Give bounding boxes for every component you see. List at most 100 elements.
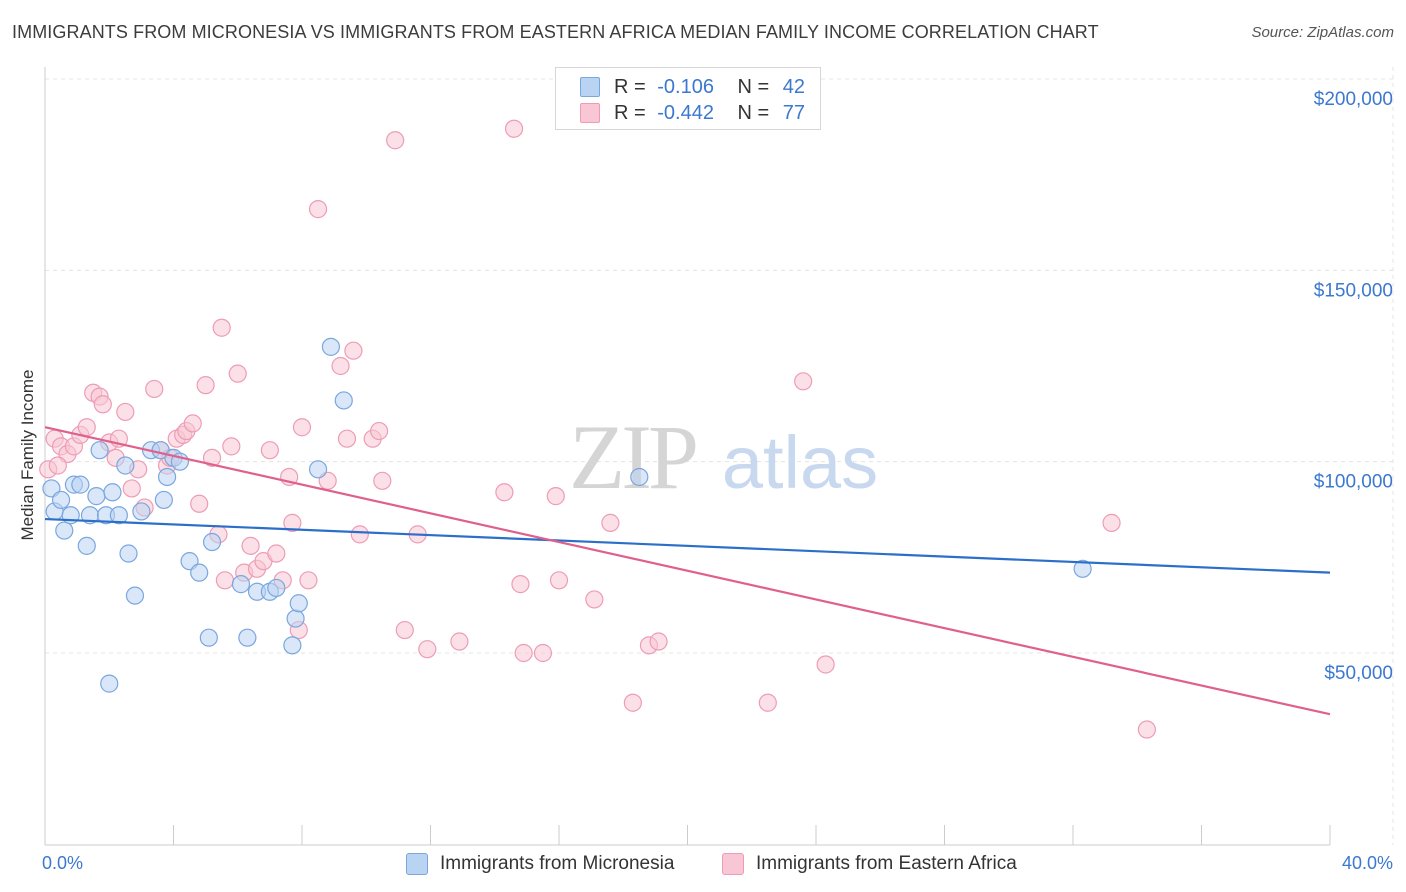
- trend-lines: [44, 426, 1331, 716]
- data-point-eastern-africa: [504, 119, 524, 138]
- data-point-eastern-africa: [1102, 513, 1121, 532]
- data-point-micronesia: [199, 628, 218, 647]
- data-point-eastern-africa: [816, 655, 835, 674]
- data-point-eastern-africa: [511, 575, 530, 594]
- data-point-eastern-africa: [370, 421, 389, 441]
- legend-r-value: -0.442: [657, 101, 714, 124]
- data-point-micronesia: [283, 636, 302, 655]
- data-point-eastern-africa: [196, 376, 215, 395]
- data-point-eastern-africa: [344, 341, 363, 360]
- data-point-micronesia: [238, 628, 257, 647]
- legend-label-eastern-africa: Immigrants from Eastern Africa: [756, 853, 1017, 874]
- data-point-micronesia: [154, 490, 173, 510]
- legend-r-label: R =: [614, 101, 646, 124]
- data-point-eastern-africa: [395, 620, 414, 640]
- data-point-eastern-africa: [228, 364, 247, 383]
- data-point-micronesia: [51, 490, 71, 510]
- series-micronesia: [42, 337, 1092, 693]
- legend-swatch-eastern-africa: [722, 853, 744, 875]
- legend-r-label: R =: [614, 75, 646, 98]
- legend-item-eastern-africa[interactable]: Immigrants from Eastern Africa: [722, 851, 1017, 877]
- data-point-micronesia: [286, 609, 305, 628]
- data-point-eastern-africa: [585, 590, 604, 609]
- legend-n-value: 77: [782, 101, 806, 124]
- tick-labels: $50,000 $100,000 $150,000 $200,000 0.0% 40.0%: [42, 89, 1393, 873]
- data-point-eastern-africa: [373, 471, 392, 490]
- data-point-eastern-africa: [546, 487, 565, 506]
- data-point-eastern-africa: [308, 200, 328, 219]
- data-point-eastern-africa: [450, 632, 469, 651]
- data-point-micronesia: [202, 532, 222, 552]
- data-point-eastern-africa: [145, 379, 164, 399]
- trend-line-micronesia: [44, 517, 1331, 574]
- data-point-eastern-africa: [202, 448, 222, 467]
- data-point-eastern-africa: [116, 402, 135, 422]
- legend-n-value: 42: [782, 75, 806, 98]
- data-point-eastern-africa: [212, 318, 231, 337]
- data-point-eastern-africa: [241, 536, 260, 555]
- legend-r-value: -0.106: [657, 75, 714, 98]
- data-point-micronesia: [289, 594, 308, 613]
- data-point-micronesia: [1073, 559, 1092, 578]
- data-point-eastern-africa: [386, 131, 405, 150]
- gridlines: [45, 67, 1394, 845]
- y-tick-label: $100,000: [1314, 472, 1393, 493]
- legend-item-micronesia[interactable]: Immigrants from Micronesia: [406, 851, 674, 877]
- watermark-atlas: atlas: [722, 421, 878, 504]
- data-point-eastern-africa: [549, 571, 569, 590]
- data-point-micronesia: [119, 544, 138, 563]
- data-point-micronesia: [87, 487, 106, 506]
- watermark: ZIP atlas: [569, 406, 878, 508]
- data-point-micronesia: [103, 483, 122, 502]
- data-point-micronesia: [116, 456, 135, 475]
- data-point-eastern-africa: [649, 632, 668, 651]
- x-tick-label-max: 40.0%: [1342, 853, 1393, 873]
- data-point-micronesia: [267, 578, 286, 598]
- data-point-micronesia: [308, 460, 328, 479]
- data-point-micronesia: [90, 441, 109, 460]
- axes: [44, 67, 1331, 846]
- legend-n-label: N =: [737, 101, 770, 124]
- data-point-eastern-africa: [183, 414, 202, 433]
- data-point-micronesia: [71, 475, 90, 494]
- data-point-eastern-africa: [331, 356, 350, 376]
- data-point-eastern-africa: [299, 571, 318, 590]
- data-point-micronesia: [157, 467, 177, 487]
- legend-n-label: N =: [737, 75, 770, 98]
- data-point-micronesia: [321, 337, 341, 356]
- data-point-micronesia: [77, 536, 96, 555]
- data-point-eastern-africa: [267, 544, 286, 563]
- trend-line-eastern-africa: [44, 426, 1331, 716]
- data-point-eastern-africa: [222, 437, 241, 456]
- chart-title: IMMIGRANTS FROM MICRONESIA VS IMMIGRANTS…: [12, 22, 1099, 42]
- data-point-eastern-africa: [337, 429, 357, 448]
- data-point-micronesia: [334, 391, 353, 410]
- data-point-micronesia: [100, 674, 119, 693]
- data-point-eastern-africa: [283, 513, 302, 532]
- data-point-eastern-africa: [215, 571, 234, 590]
- data-point-eastern-africa: [514, 643, 533, 663]
- data-point-eastern-africa: [623, 693, 642, 712]
- source-credit: Source: ZipAtlas.com: [1251, 24, 1394, 41]
- data-point-eastern-africa: [601, 513, 620, 532]
- data-point-micronesia: [190, 563, 209, 582]
- data-point-micronesia: [109, 506, 128, 525]
- x-tick-label-min: 0.0%: [42, 853, 83, 873]
- data-point-micronesia: [55, 521, 74, 540]
- legend-swatch-eastern-africa: [580, 103, 600, 123]
- y-tick-label: $150,000: [1314, 280, 1393, 301]
- data-point-eastern-africa: [77, 418, 96, 437]
- data-point-eastern-africa: [48, 456, 67, 475]
- data-point-eastern-africa: [418, 640, 437, 659]
- data-point-micronesia: [125, 586, 145, 605]
- data-point-eastern-africa: [794, 372, 813, 391]
- legend-swatch-micronesia: [406, 853, 428, 875]
- legend-label-micronesia: Immigrants from Micronesia: [440, 853, 675, 874]
- data-point-eastern-africa: [122, 479, 141, 498]
- legend-swatch-micronesia: [580, 77, 600, 97]
- data-point-eastern-africa: [260, 441, 279, 460]
- data-point-eastern-africa: [93, 395, 112, 414]
- data-point-micronesia: [132, 502, 151, 521]
- data-point-micronesia: [630, 467, 649, 487]
- data-point-eastern-africa: [533, 643, 553, 663]
